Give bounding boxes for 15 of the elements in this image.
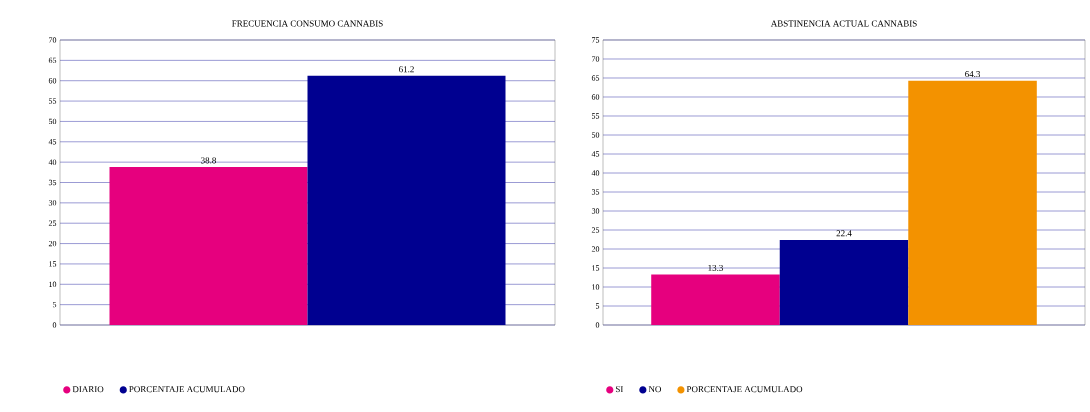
data-label: 61.2 — [399, 66, 414, 73]
data-label: 13.3 — [708, 264, 723, 271]
chart-title: FRECUENCIA CONSUMO CANNABIS — [232, 20, 383, 27]
legend-label: DIARIO — [72, 386, 104, 393]
bar — [651, 274, 780, 325]
legend-label: SI — [615, 386, 624, 393]
legend-label: PORCENTAJE ACUMULADO — [129, 386, 245, 393]
chart-title: ABSTINENCIA ACTUAL CANNABIS — [770, 20, 917, 27]
legend-label: NO — [648, 386, 662, 393]
bar — [779, 239, 909, 325]
bar — [908, 80, 1037, 325]
data-label: 38.8 — [201, 157, 216, 164]
legend-label: PORCENTAJE ACUMULADO — [686, 386, 803, 393]
data-label: 22.4 — [836, 230, 852, 237]
data-label: 64.3 — [965, 71, 981, 78]
